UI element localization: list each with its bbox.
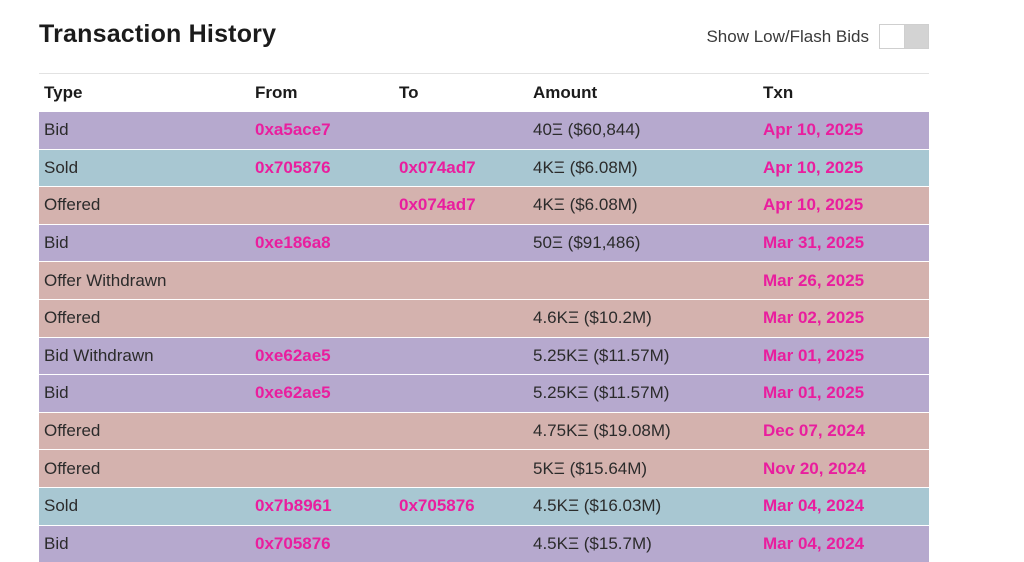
amount-cell: 4KΞ ($6.08M) [533, 195, 638, 215]
table-row: Sold 0x705876 0x074ad7 4KΞ ($6.08M) Apr 10, … [39, 149, 929, 188]
toggle-knob [880, 25, 905, 48]
column-header-amount: Amount [533, 83, 598, 102]
low-flash-bids-toggle[interactable] [879, 24, 929, 49]
txn-date-link[interactable]: Mar 04, 2024 [763, 533, 865, 553]
type-cell: Sold [44, 157, 79, 177]
type-cell: Offered [44, 421, 101, 441]
amount-cell: 50Ξ ($91,486) [533, 233, 641, 253]
table-row: Offer Withdrawn Mar 26, 2025 [39, 262, 929, 300]
from-address-link[interactable]: 0xe62ae5 [255, 345, 331, 365]
txn-date-link[interactable]: Mar 01, 2025 [763, 345, 865, 365]
type-cell: Offer Withdrawn [44, 270, 167, 290]
to-address-link[interactable]: 0x705876 [399, 496, 475, 516]
amount-cell: 4.75KΞ ($19.08M) [533, 421, 671, 441]
txn-date-link[interactable]: Mar 01, 2025 [763, 383, 865, 403]
table-row: Bid 0xe62ae5 5.25KΞ ($11.57M) Mar 01, 2025 [39, 375, 929, 413]
column-header-from: From [255, 83, 298, 102]
type-cell: Offered [44, 458, 101, 478]
page-title: Transaction History [39, 20, 277, 48]
table-row: Bid 0xe186a8 50Ξ ($91,486) Mar 31, 2025 [39, 224, 929, 263]
to-address-link[interactable]: 0x074ad7 [399, 195, 476, 215]
type-cell: Bid [44, 233, 69, 253]
txn-date-link[interactable]: Dec 07, 2024 [763, 421, 866, 441]
table-row: Offered 5KΞ ($15.64M) Nov 20, 2024 [39, 450, 929, 488]
table-row: Offered 0x074ad7 4KΞ ($6.08M) Apr 10, 2025 [39, 187, 929, 225]
txn-date-link[interactable]: Apr 10, 2025 [763, 195, 864, 215]
type-cell: Sold [44, 496, 79, 516]
txn-date-link[interactable]: Mar 02, 2025 [763, 308, 865, 328]
amount-cell: 5.25KΞ ($11.57M) [533, 383, 670, 403]
table-row: Sold 0x7b8961 0x705876 4.5KΞ ($16.03M) Mar 0… [39, 487, 929, 526]
from-address-link[interactable]: 0xe62ae5 [255, 383, 331, 403]
amount-cell: 4.5KΞ ($15.7M) [533, 533, 652, 553]
column-header-txn: Txn [763, 83, 794, 102]
amount-cell: 40Ξ ($60,844) [533, 120, 641, 140]
txn-date-link[interactable]: Nov 20, 2024 [763, 458, 867, 478]
table-row: Bid 0x705876 4.5KΞ ($15.7M) Mar 04, 2024 [39, 525, 929, 562]
column-header-to: To [399, 83, 419, 102]
txn-date-link[interactable]: Mar 26, 2025 [763, 270, 865, 290]
txn-date-link[interactable]: Apr 10, 2025 [763, 157, 864, 177]
amount-cell: 5.25KΞ ($11.57M) [533, 345, 670, 365]
from-address-link[interactable]: 0xa5ace7 [255, 120, 331, 140]
table-row: Bid Withdrawn 0xe62ae5 5.25KΞ ($11.57M) Mar… [39, 337, 929, 376]
to-address-link[interactable]: 0x074ad7 [399, 157, 476, 177]
from-address-link[interactable]: 0x7b8961 [255, 496, 332, 516]
from-address-link[interactable]: 0x705876 [255, 533, 331, 553]
amount-cell: 5KΞ ($15.64M) [533, 458, 648, 478]
table-body: Bid 0xa5ace7 40Ξ ($60,844) Apr 10, 2025 Sold… [39, 112, 929, 562]
type-cell: Offered [44, 195, 101, 215]
table-header: Type From To Amount Txn [39, 74, 929, 112]
table-row: Offered 4.75KΞ ($19.08M) Dec 07, 2024 [39, 412, 929, 451]
transaction-table: Type From To Amount Txn Bid 0xa5ace7 40Ξ (… [39, 73, 929, 562]
type-cell: Offered [44, 308, 101, 328]
amount-cell: 4KΞ ($6.08M) [533, 157, 638, 177]
from-address-link[interactable]: 0x705876 [255, 157, 331, 177]
toggle-label: Show Low/Flash Bids [706, 26, 869, 46]
type-cell: Bid [44, 383, 69, 403]
amount-cell: 4.6KΞ ($10.2M) [533, 308, 652, 328]
type-cell: Bid [44, 533, 69, 553]
table-row: Offered 4.6KΞ ($10.2M) Mar 02, 2025 [39, 299, 929, 338]
txn-date-link[interactable]: Apr 10, 2025 [763, 120, 864, 140]
column-header-type: Type [44, 83, 83, 102]
txn-date-link[interactable]: Mar 31, 2025 [763, 233, 865, 253]
txn-date-link[interactable]: Mar 04, 2024 [763, 496, 865, 516]
table-row: Bid 0xa5ace7 40Ξ ($60,844) Apr 10, 2025 [39, 112, 929, 150]
amount-cell: 4.5KΞ ($16.03M) [533, 496, 662, 516]
from-address-link[interactable]: 0xe186a8 [255, 233, 331, 253]
type-cell: Bid [44, 120, 69, 140]
low-flash-bids-toggle-group: Show Low/Flash Bids [706, 24, 929, 49]
type-cell: Bid Withdrawn [44, 345, 154, 365]
